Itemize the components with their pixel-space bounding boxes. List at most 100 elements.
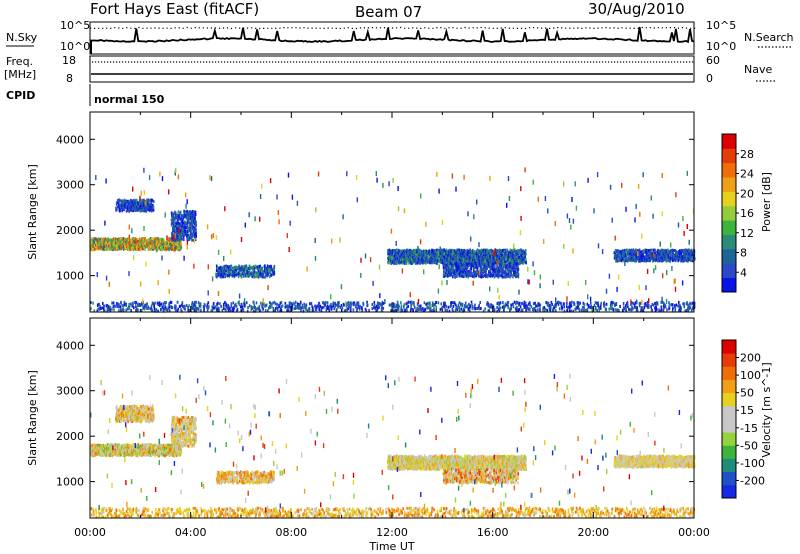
echo-cell: [647, 253, 650, 257]
echo-cell: [118, 204, 120, 208]
echo-cell: [135, 203, 137, 207]
echo-cell: [505, 271, 507, 275]
echo-cell: [178, 213, 180, 217]
echo-cell: [107, 305, 109, 309]
echo-cell: [433, 307, 435, 311]
echo-cell: [173, 229, 176, 233]
echo-cell: [507, 272, 510, 276]
echo-cell: [253, 301, 255, 305]
echo-cell: [186, 211, 188, 215]
echo-cell: [497, 301, 500, 305]
echo-cell: [634, 250, 637, 254]
echo-cell: [476, 307, 479, 310]
echo-cell: [225, 305, 228, 309]
echo-cell: [674, 255, 676, 259]
echo-cell: [549, 308, 552, 312]
echo-cell: [457, 303, 460, 307]
echo-cell: [578, 303, 580, 307]
echo-cell: [128, 246, 131, 250]
echo-cell: [476, 270, 479, 274]
echo-cell: [133, 206, 136, 210]
echo-cell: [681, 256, 684, 260]
echo-cell: [397, 305, 399, 308]
echo-cell: [378, 305, 381, 309]
echo-cell: [331, 305, 333, 309]
echo-cell: [649, 248, 652, 252]
echo-cell: [469, 257, 472, 261]
echo-cell: [340, 304, 343, 308]
echo-cell: [401, 308, 403, 312]
echo-cell: [469, 252, 471, 256]
echo-cell: [161, 305, 163, 309]
echo-cell: [525, 252, 527, 256]
echo-cell: [208, 305, 210, 309]
echo-cell: [509, 272, 511, 276]
echo-cell: [359, 304, 361, 308]
echo-cell: [188, 217, 191, 221]
echo-cell: [427, 251, 430, 255]
echo-cell: [194, 226, 197, 230]
echo-cell: [233, 307, 235, 311]
echo-cell: [656, 254, 658, 257]
echo-cell: [203, 306, 205, 310]
echo-cell: [496, 306, 498, 309]
echo-cell: [405, 261, 408, 265]
echo-cell: [232, 269, 234, 273]
echo-cell: [251, 272, 253, 276]
echo-cell: [144, 237, 147, 241]
echo-cell: [180, 237, 182, 241]
echo-cell: [125, 206, 127, 210]
echo-cell: [473, 275, 475, 279]
echo-cell: [98, 237, 100, 241]
echo-cell: [160, 240, 163, 244]
echo-cell: [530, 305, 533, 309]
date-title: 30/Aug/2010: [588, 0, 685, 18]
echo-cell: [551, 303, 553, 306]
echo-cell: [523, 305, 526, 309]
echo-cell: [639, 251, 641, 255]
echo-cell: [498, 274, 501, 278]
echo-cell: [126, 209, 129, 212]
echo-cell: [495, 266, 497, 270]
echo-cell: [265, 303, 268, 307]
echo-cell: [443, 264, 445, 268]
echo-cell: [455, 307, 457, 310]
echo-cell: [315, 304, 317, 308]
echo-cell: [419, 307, 422, 311]
echo-cell: [484, 264, 486, 268]
echo-cell: [675, 252, 678, 256]
echo-cell: [191, 307, 194, 311]
echo-cell: [486, 258, 488, 262]
echo-cell: [600, 301, 602, 305]
echo-cell: [488, 263, 490, 267]
echo-cell: [242, 274, 245, 278]
echo-cell: [230, 302, 233, 306]
echo-cell: [193, 303, 196, 307]
echo-cell: [190, 306, 193, 309]
echo-cell: [146, 198, 148, 202]
echo-cell: [280, 307, 282, 311]
echo-cell: [596, 308, 598, 312]
echo-cell: [446, 309, 448, 312]
echo-cell: [206, 308, 209, 312]
echo-cell: [175, 304, 177, 308]
echo-cell: [266, 268, 269, 272]
echo-cell: [408, 255, 411, 259]
echo-cell: [118, 303, 120, 307]
echo-cell: [409, 300, 412, 304]
echo-cell: [512, 248, 515, 252]
echo-cell: [150, 247, 152, 251]
echo-cell: [478, 263, 480, 267]
echo-cell: [402, 251, 405, 255]
echo-cell: [173, 225, 175, 229]
echo-cell: [405, 302, 407, 306]
echo-cell: [465, 257, 468, 261]
echo-cell: [555, 302, 558, 306]
echo-cell: [505, 257, 508, 261]
echo-cell: [295, 305, 297, 309]
echo-cell: [293, 302, 296, 306]
echo-cell: [591, 309, 594, 313]
echo-cell: [437, 301, 440, 305]
echo-cell: [626, 248, 628, 252]
echo-cell: [450, 255, 452, 259]
